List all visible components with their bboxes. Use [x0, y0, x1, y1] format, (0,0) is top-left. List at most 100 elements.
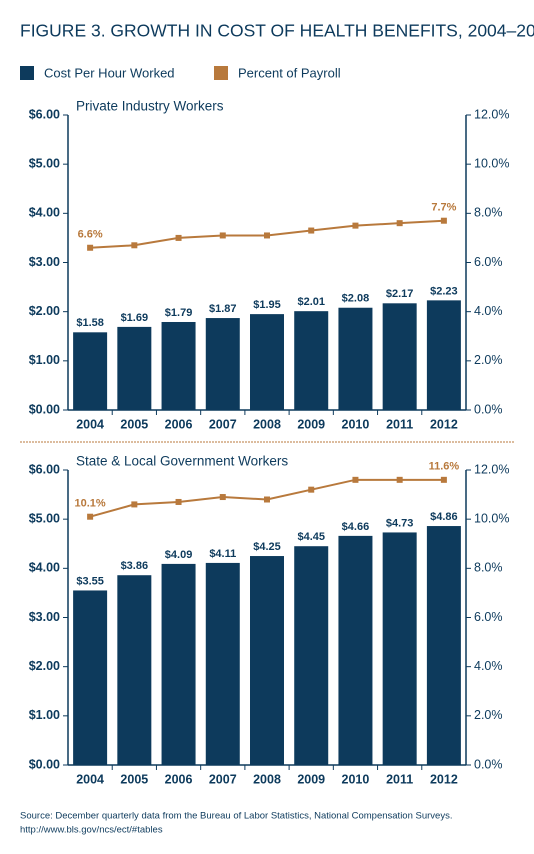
x-tick-label: 2007 [209, 417, 237, 431]
y-tick-label: $2.00 [29, 304, 60, 318]
x-tick-label: 2005 [120, 417, 148, 431]
y-tick-label: $1.00 [29, 353, 60, 367]
line-marker [308, 227, 315, 234]
x-tick-label: 2009 [297, 417, 325, 431]
y-tick-label: $3.00 [29, 255, 60, 269]
y-tick-label: $5.00 [29, 511, 60, 525]
y2-tick-label: 8.0% [474, 561, 503, 575]
line-marker [352, 222, 359, 229]
bar-value-label: $2.08 [342, 293, 370, 305]
line-marker [264, 232, 270, 239]
y-tick-label: $6.00 [29, 107, 60, 121]
y2-tick-label: 12.0% [474, 462, 509, 476]
x-tick-label: 2012 [430, 772, 458, 786]
x-tick-label: 2006 [165, 417, 193, 431]
line-marker [175, 234, 182, 241]
bar [117, 575, 152, 765]
bar [73, 332, 108, 410]
y2-tick-label: 2.0% [474, 708, 503, 722]
bar-value-label: $4.09 [165, 549, 193, 561]
x-tick-label: 2004 [76, 417, 104, 431]
bar-value-label: $3.86 [121, 560, 149, 572]
line-marker [131, 242, 138, 249]
y2-tick-label: 0.0% [474, 757, 503, 771]
line-marker [352, 476, 359, 483]
bar-value-label: $3.55 [76, 575, 104, 587]
y-tick-label: $4.00 [29, 561, 60, 575]
bar [161, 563, 196, 765]
y2-tick-label: 8.0% [474, 206, 503, 220]
x-tick-label: 2012 [430, 417, 458, 431]
legend-swatch [20, 66, 34, 80]
y2-tick-label: 6.0% [474, 255, 503, 269]
line-marker [219, 494, 226, 501]
source: Source: December quarterly data from the… [20, 811, 452, 822]
x-tick-label: 2005 [120, 772, 148, 786]
bar [382, 532, 417, 765]
x-tick-label: 2008 [253, 772, 281, 786]
y2-tick-label: 10.0% [474, 511, 509, 525]
line-marker [396, 476, 403, 483]
source: http://www.bls.gov/ncs/ect/#tables [20, 825, 163, 836]
bar [294, 311, 329, 410]
x-tick-label: 2008 [253, 417, 281, 431]
x-tick-label: 2006 [165, 772, 193, 786]
bar-value-label: $2.01 [297, 296, 325, 308]
y2-tick-label: 4.0% [474, 659, 503, 673]
x-tick-label: 2010 [342, 772, 370, 786]
bar-value-label: $4.45 [297, 531, 325, 543]
y-tick-label: $0.00 [29, 402, 60, 416]
y-tick-label: $6.00 [29, 462, 60, 476]
bar [117, 326, 152, 410]
line-value-label: 6.6% [78, 229, 103, 241]
bar [338, 535, 373, 765]
bar [294, 546, 329, 765]
bar-value-label: $4.86 [430, 511, 458, 523]
bar-value-label: $1.58 [76, 317, 104, 329]
bar-value-label: $4.66 [342, 521, 370, 533]
line-value-label: 7.7% [431, 202, 456, 214]
line-marker [87, 513, 94, 520]
line-marker [308, 486, 315, 493]
line-marker [440, 476, 447, 483]
y-tick-label: $5.00 [29, 156, 60, 170]
legend-label: Percent of Payroll [238, 65, 341, 80]
bar-value-label: $1.69 [121, 312, 149, 324]
y-tick-label: $4.00 [29, 206, 60, 220]
bar-value-label: $4.73 [386, 517, 414, 529]
bar-value-label: $4.11 [209, 548, 236, 560]
y2-tick-label: 10.0% [474, 156, 509, 170]
legend-label: Cost Per Hour Worked [44, 65, 175, 80]
y2-tick-label: 0.0% [474, 402, 503, 416]
bar-value-label: $1.79 [165, 307, 193, 319]
line-marker [264, 496, 270, 503]
line-marker [219, 232, 226, 239]
bar-value-label: $2.23 [430, 285, 458, 297]
bar [250, 314, 284, 410]
x-tick-label: 2007 [209, 772, 237, 786]
x-tick-label: 2011 [386, 772, 413, 786]
y2-tick-label: 4.0% [474, 304, 503, 318]
bar [205, 562, 240, 765]
bar [426, 300, 461, 410]
y-tick-label: $3.00 [29, 610, 60, 624]
line-marker [440, 217, 447, 224]
bar [73, 590, 108, 765]
bar [161, 321, 196, 410]
x-tick-label: 2009 [297, 772, 325, 786]
y2-tick-label: 6.0% [474, 610, 503, 624]
bar-value-label: $2.17 [386, 288, 414, 300]
x-tick-label: 2004 [76, 772, 104, 786]
x-tick-label: 2011 [386, 417, 413, 431]
bar-value-label: $1.95 [253, 299, 281, 311]
bar [338, 307, 373, 410]
bar-value-label: $4.25 [253, 541, 281, 553]
bar [250, 556, 284, 765]
line-marker [87, 244, 94, 251]
bar [426, 526, 461, 765]
line-value-label: 10.1% [75, 498, 106, 510]
line-marker [175, 498, 182, 505]
bar [205, 318, 240, 410]
chart-title: Private Industry Workers [76, 99, 224, 114]
y-tick-label: $1.00 [29, 708, 60, 722]
